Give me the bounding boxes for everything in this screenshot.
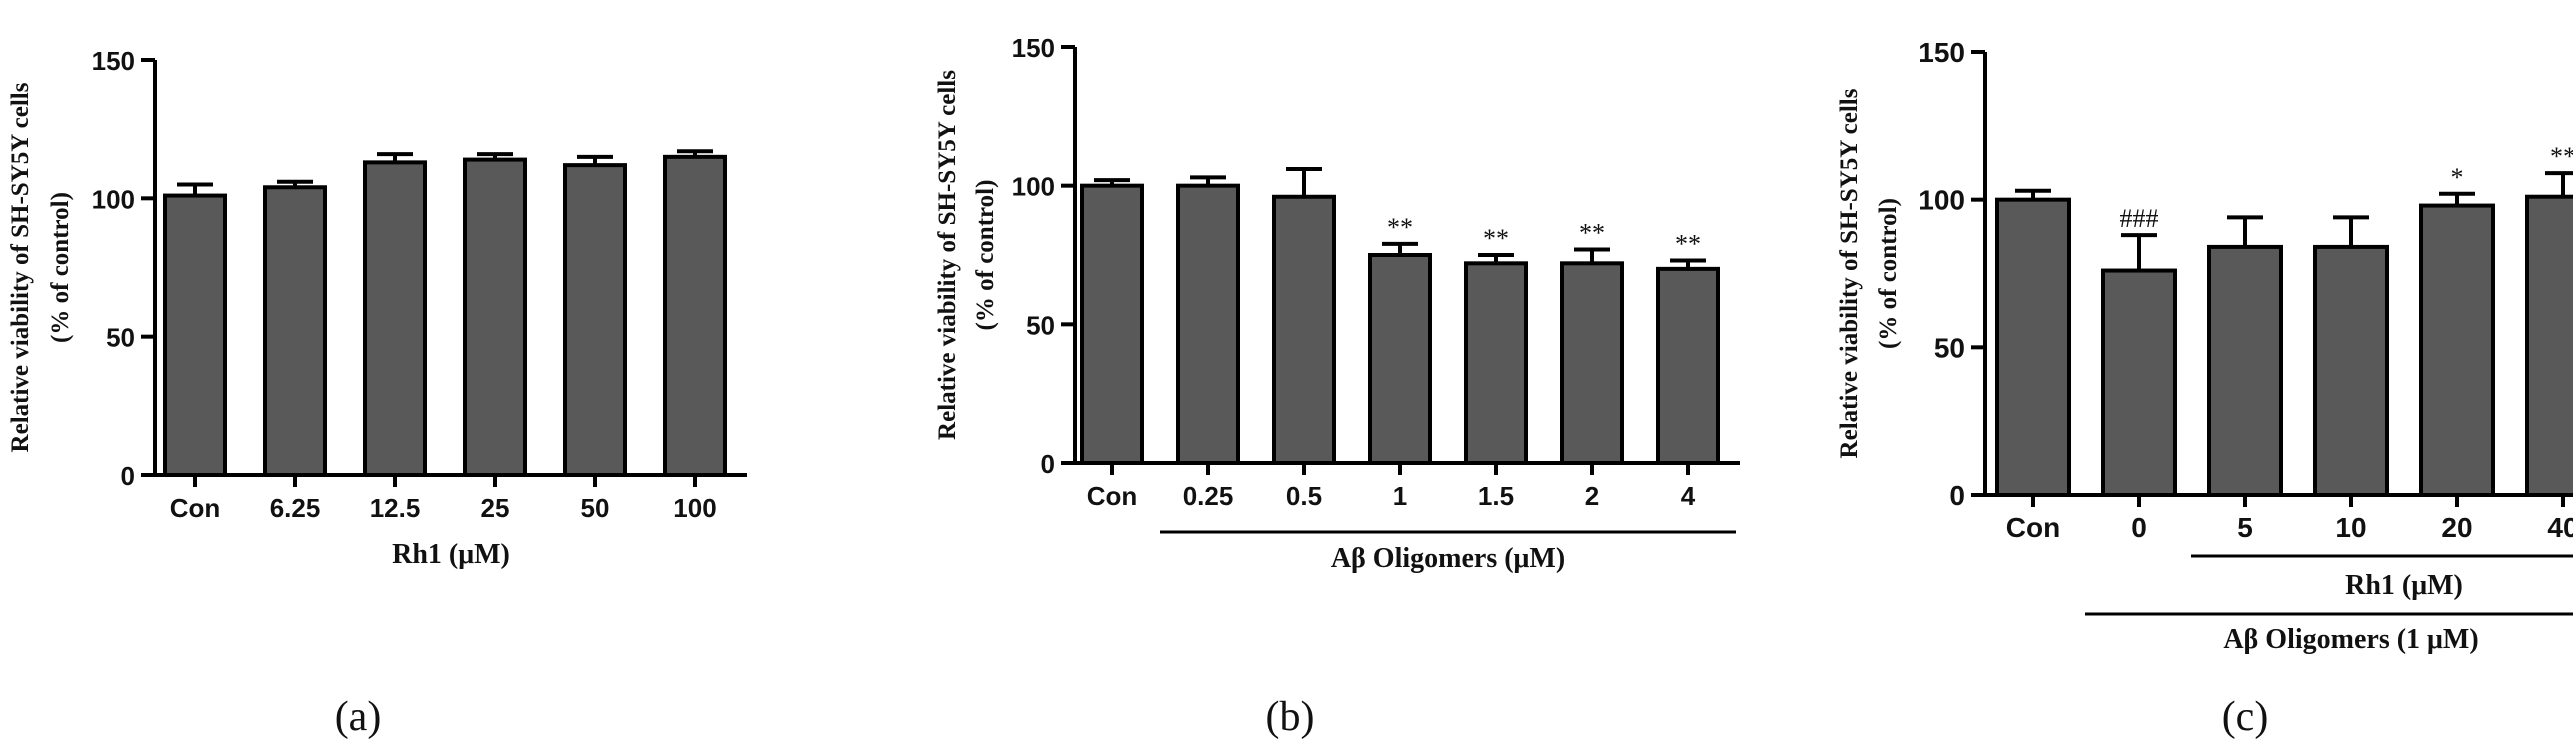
x-tick-label: 100 [673,493,716,523]
bar [563,163,627,477]
x-tick-label: 1 [1393,481,1407,511]
panel-label: (a) [335,694,382,740]
y-tick-label: 150 [1918,37,1965,68]
x-tick-label: Con [2006,512,2060,543]
significance-mark: ** [2550,142,2573,171]
bar [2101,268,2177,497]
y-axis-label: Relative viability of SH-SY5Y cells [7,82,34,452]
x-tick-label: Con [1087,481,1138,511]
y-tick-label: 0 [1041,449,1055,479]
x-tick-label: 4 [1681,481,1696,511]
x-tick-label: 1.5 [1478,481,1514,511]
y-axis-label: Relative viability of SH-SY5Y cells [934,70,961,440]
bar [2207,244,2283,497]
significance-mark: ** [1579,218,1605,247]
bar [1080,183,1144,466]
x-tick-label: 5 [2237,512,2253,543]
x-tick-label: 2 [1585,481,1599,511]
y-tick-label: 50 [1934,332,1965,363]
bar [1995,197,2071,498]
x-tick-label: 0.5 [1286,481,1322,511]
y-tick-label: 100 [1012,172,1055,202]
y-tick-label: 100 [1918,185,1965,216]
panel-label: (c) [2222,694,2269,740]
x-tick-label: 0 [2131,512,2147,543]
y-tick-label: 100 [92,184,135,214]
x-tick-label: 12.5 [370,493,421,523]
y-tick-label: 0 [121,461,135,491]
bar [1560,261,1624,465]
panel-label: (b) [1266,694,1315,740]
x-axis-label: Rh1 (μM) [392,539,510,570]
significance-mark: ** [1675,230,1701,259]
bar [663,154,727,477]
x-tick-label: 25 [481,493,510,523]
bar [363,160,427,477]
bar [1368,253,1432,465]
bar [2313,244,2389,497]
x-tick-label: 10 [2335,512,2366,543]
group-label: Aβ Oligomers (1 μM) [2223,624,2478,655]
group-label: Rh1 (μM) [2345,570,2463,601]
y-axis-label: Relative viability of SH-SY5Y cells [1836,88,1863,458]
y-axis-label-units: (% of control) [972,180,999,331]
y-tick-label: 0 [1949,480,1965,511]
y-tick-label: 50 [106,323,135,353]
y-tick-label: 50 [1026,310,1055,340]
significance-mark: ** [1387,213,1413,242]
x-tick-label: 50 [581,493,610,523]
y-tick-label: 150 [92,46,135,76]
bar [1464,261,1528,465]
x-tick-label: 40 [2547,512,2573,543]
y-tick-label: 150 [1012,33,1055,63]
bar [1176,183,1240,466]
significance-mark: ** [1483,224,1509,253]
bar [263,185,327,477]
bar [463,157,527,477]
significance-mark: * [2451,163,2464,192]
significance-mark: ### [2120,204,2159,233]
bar [1272,194,1336,465]
bar [1656,266,1720,465]
group-label: Aβ Oligomers (μM) [1331,543,1565,574]
x-tick-label: 20 [2441,512,2472,543]
x-tick-label: Con [170,493,221,523]
x-tick-label: 6.25 [270,493,321,523]
y-axis-label-units: (% of control) [1875,198,1902,349]
x-tick-label: 0.25 [1183,481,1234,511]
bar [2419,203,2495,497]
y-axis-label-units: (% of control) [47,192,74,343]
bar [2525,194,2573,497]
bar [163,193,227,477]
